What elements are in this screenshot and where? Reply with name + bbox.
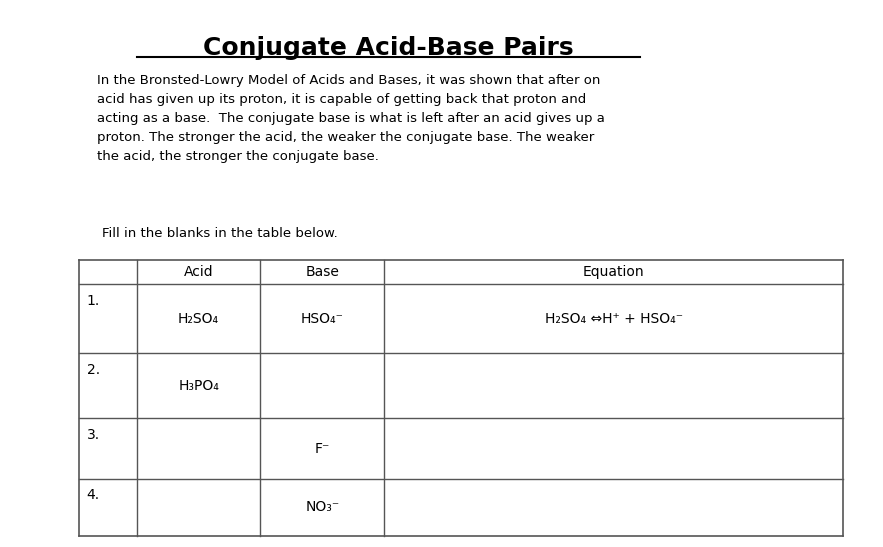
Text: Base: Base — [306, 265, 339, 279]
Text: 2.: 2. — [87, 363, 100, 377]
Text: Conjugate Acid-Base Pairs: Conjugate Acid-Base Pairs — [203, 36, 574, 60]
Text: 3.: 3. — [87, 428, 100, 443]
Text: F⁻: F⁻ — [314, 441, 330, 456]
Text: 4.: 4. — [87, 488, 100, 503]
Text: H₂SO₄ ⇔H⁺ + HSO₄⁻: H₂SO₄ ⇔H⁺ + HSO₄⁻ — [545, 312, 683, 325]
Text: HSO₄⁻: HSO₄⁻ — [301, 312, 343, 325]
Text: In the Bronsted-Lowry Model of Acids and Bases, it was shown that after on
acid : In the Bronsted-Lowry Model of Acids and… — [97, 74, 605, 163]
Text: NO₃⁻: NO₃⁻ — [306, 501, 339, 514]
Text: H₃PO₄: H₃PO₄ — [178, 379, 219, 393]
Text: H₂SO₄: H₂SO₄ — [178, 312, 219, 325]
Text: Download: Download — [779, 20, 841, 33]
Text: Fill in the blanks in the table below.: Fill in the blanks in the table below. — [102, 227, 337, 240]
Text: Acid: Acid — [184, 265, 214, 279]
Text: Equation: Equation — [583, 265, 645, 279]
Text: 1.: 1. — [87, 294, 100, 309]
